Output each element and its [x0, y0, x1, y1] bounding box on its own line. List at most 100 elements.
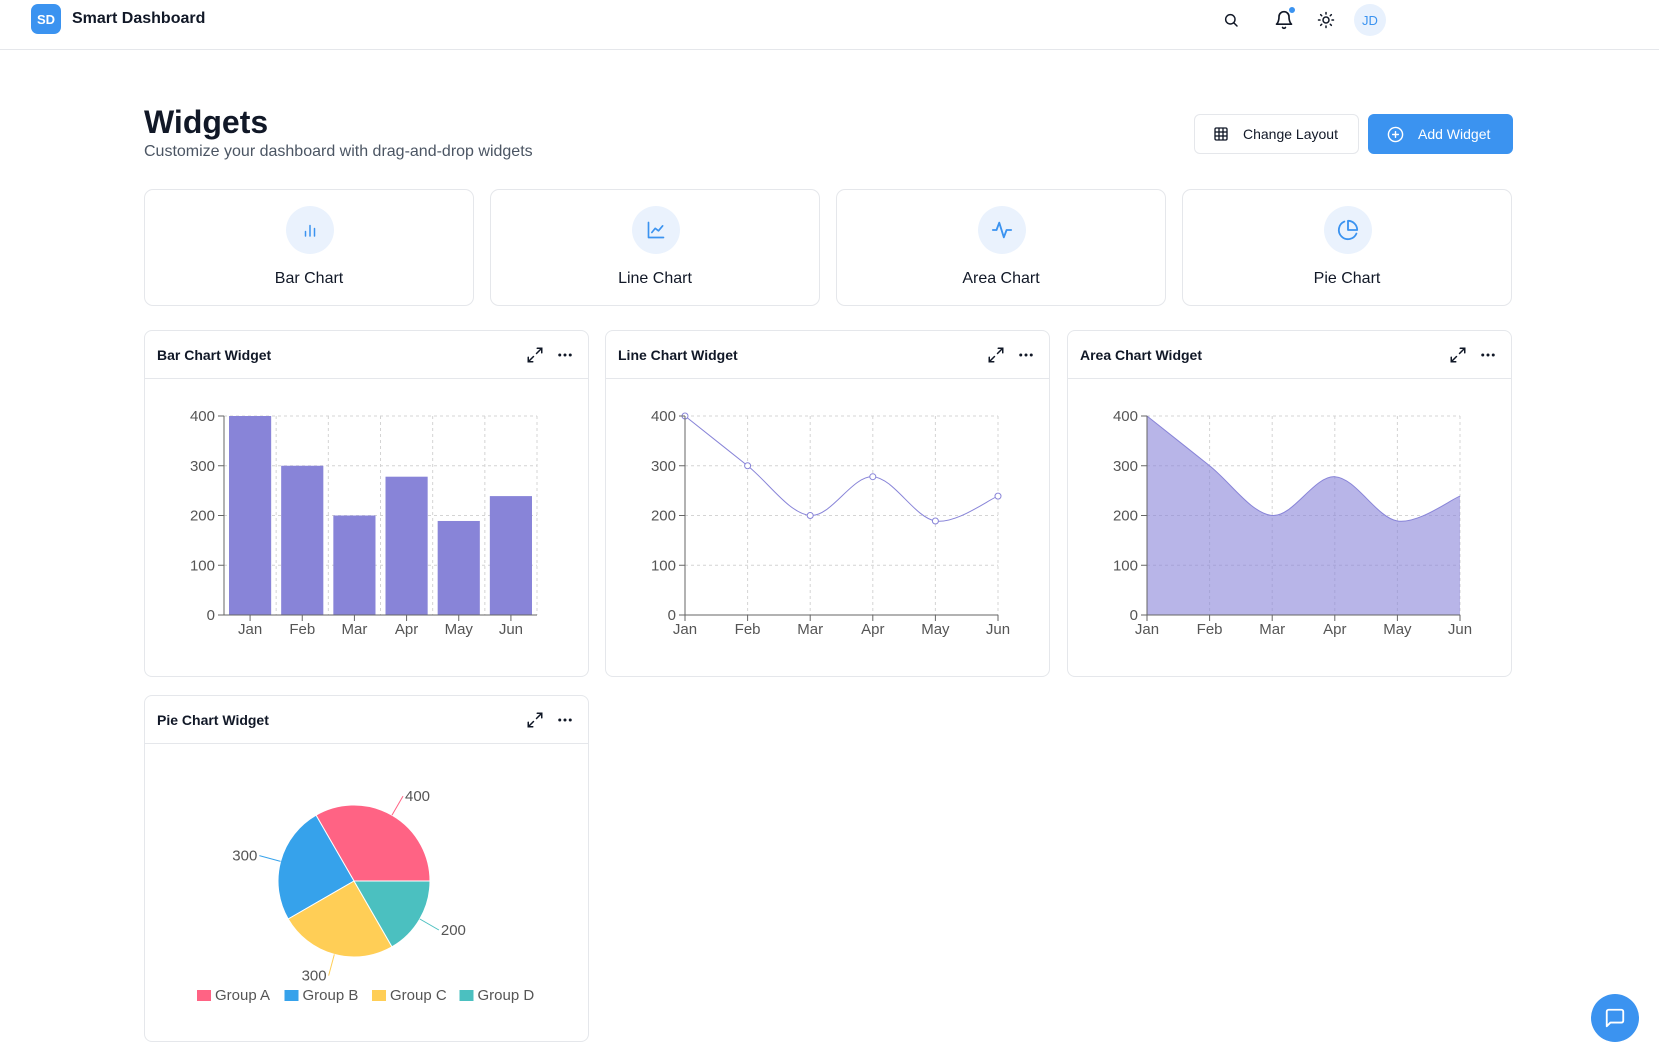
legend-swatch	[284, 990, 299, 1001]
x-tick-label: Apr	[861, 621, 884, 638]
x-tick-label: Feb	[1197, 621, 1223, 638]
pie-slice-label: 300	[232, 848, 257, 865]
bar	[229, 416, 272, 615]
bell-icon[interactable]	[1272, 6, 1296, 32]
x-tick-label: Apr	[395, 621, 418, 638]
x-tick-label: Jan	[673, 621, 697, 638]
pie-slice	[287, 880, 393, 958]
widget-title: Bar Chart Widget	[157, 347, 272, 363]
pie-chart-icon	[1324, 206, 1372, 254]
app-title[interactable]: Smart Dashboard	[72, 10, 206, 27]
add-widget-label: Add Widget	[1418, 126, 1491, 142]
bar-chart-widget[interactable]: Bar Chart Widget 0 100 200 300 400 Jan Feb Mar A…	[144, 330, 589, 677]
widget-header[interactable]: Line Chart Widget	[606, 331, 1049, 379]
change-layout-label: Change Layout	[1243, 126, 1338, 142]
search-icon[interactable]	[1219, 8, 1243, 32]
expand-icon[interactable]	[987, 346, 1005, 364]
user-avatar[interactable]: JD	[1354, 4, 1386, 36]
legend-swatch	[372, 990, 386, 1001]
change-layout-button[interactable]: Change Layout	[1194, 114, 1359, 154]
more-options-icon[interactable]	[556, 346, 574, 364]
y-tick-label: 0	[1130, 607, 1138, 624]
pie-slice	[353, 880, 431, 948]
chat-button[interactable]	[1591, 994, 1639, 1042]
app-logo[interactable]: SD	[31, 4, 61, 34]
y-tick-label: 200	[1113, 508, 1138, 525]
x-tick-label: Jan	[1135, 621, 1159, 638]
widget-header[interactable]: Bar Chart Widget	[145, 331, 588, 379]
pie-label-line	[419, 918, 440, 931]
y-tick-label: 400	[190, 408, 215, 425]
series-line	[1146, 415, 1461, 522]
y-tick-label: 300	[651, 458, 676, 475]
y-tick-label: 0	[207, 607, 215, 624]
pie-slice-label: 200	[441, 922, 466, 939]
page-subtitle: Customize your dashboard with drag-and-d…	[144, 143, 533, 160]
widget-title: Pie Chart Widget	[157, 712, 269, 728]
x-tick-label: Mar	[1259, 621, 1285, 638]
more-options-icon[interactable]	[1479, 346, 1497, 364]
widget-type-label: Line Chart	[618, 270, 692, 287]
y-tick-label: 300	[190, 458, 215, 475]
more-options-icon[interactable]	[1017, 346, 1035, 364]
legend-label: Group B	[303, 987, 359, 1004]
bar	[437, 520, 480, 615]
pie-slice-label: 400	[405, 788, 430, 805]
data-point	[869, 473, 877, 481]
widget-type-label: Area Chart	[962, 270, 1040, 287]
y-tick-label: 200	[190, 508, 215, 525]
x-tick-label: Feb	[735, 621, 761, 638]
widget-type-line-chart[interactable]: Line Chart	[490, 189, 820, 306]
expand-icon[interactable]	[526, 711, 544, 729]
widget-title: Line Chart Widget	[618, 347, 738, 363]
x-tick-label: Mar	[797, 621, 823, 638]
y-tick-label: 400	[1113, 408, 1138, 425]
page-title: Widgets	[144, 104, 269, 140]
area-chart-widget[interactable]: Area Chart Widget 0 100 200 300 400 Jan Feb Mar…	[1067, 330, 1512, 677]
sun-icon[interactable]	[1314, 8, 1338, 32]
top-bar: SD Smart Dashboard JD	[0, 0, 1659, 50]
y-tick-label: 300	[1113, 458, 1138, 475]
line-chart-widget[interactable]: Line Chart Widget 0 100 200 300 400 Jan Feb Mar…	[605, 330, 1050, 677]
x-tick-label: Jun	[1448, 621, 1472, 638]
bar	[489, 496, 532, 615]
widget-type-area-chart[interactable]: Area Chart	[836, 189, 1166, 306]
legend-label: Group A	[215, 987, 270, 1004]
widget-header[interactable]: Area Chart Widget	[1068, 331, 1511, 379]
pie-label-line	[259, 855, 281, 862]
add-widget-button[interactable]: Add Widget	[1368, 114, 1513, 154]
x-tick-label: Jun	[986, 621, 1010, 638]
widget-type-bar-chart[interactable]: Bar Chart	[144, 189, 474, 306]
legend-swatch	[459, 990, 474, 1001]
area-fill	[1147, 416, 1460, 615]
grid-icon	[1213, 126, 1229, 142]
expand-icon[interactable]	[526, 346, 544, 364]
y-tick-label: 100	[1113, 557, 1138, 574]
message-icon	[1605, 1008, 1625, 1028]
pie-label-line	[328, 954, 335, 976]
bar	[333, 515, 376, 615]
x-tick-label: May	[921, 621, 950, 638]
data-point	[806, 512, 814, 519]
activity-icon	[978, 206, 1026, 254]
pie-slice	[315, 804, 431, 882]
y-tick-label: 100	[651, 557, 676, 574]
x-tick-label: Feb	[289, 621, 315, 638]
x-tick-label: Jun	[499, 621, 523, 638]
pie-slice	[277, 814, 355, 920]
widget-type-pie-chart[interactable]: Pie Chart	[1182, 189, 1512, 306]
legend-swatch	[197, 990, 211, 1001]
pie-label-line	[391, 795, 404, 816]
x-tick-label: May	[445, 621, 474, 638]
bar-chart: 0 100 200 300 400 Jan Feb Mar Apr May Jun	[190, 408, 538, 638]
pie-slice-label: 300	[302, 968, 327, 985]
widget-type-label: Bar Chart	[274, 270, 344, 287]
more-options-icon[interactable]	[556, 711, 574, 729]
pie-chart-widget[interactable]: Pie Chart Widget 400 300 300 200 Group A Grou…	[144, 695, 589, 1042]
expand-icon[interactable]	[1449, 346, 1467, 364]
line-chart-icon	[632, 206, 680, 254]
y-tick-label: 400	[651, 408, 676, 425]
widget-header[interactable]: Pie Chart Widget	[145, 696, 588, 744]
series-line	[684, 415, 999, 522]
x-tick-label: Mar	[341, 621, 367, 638]
